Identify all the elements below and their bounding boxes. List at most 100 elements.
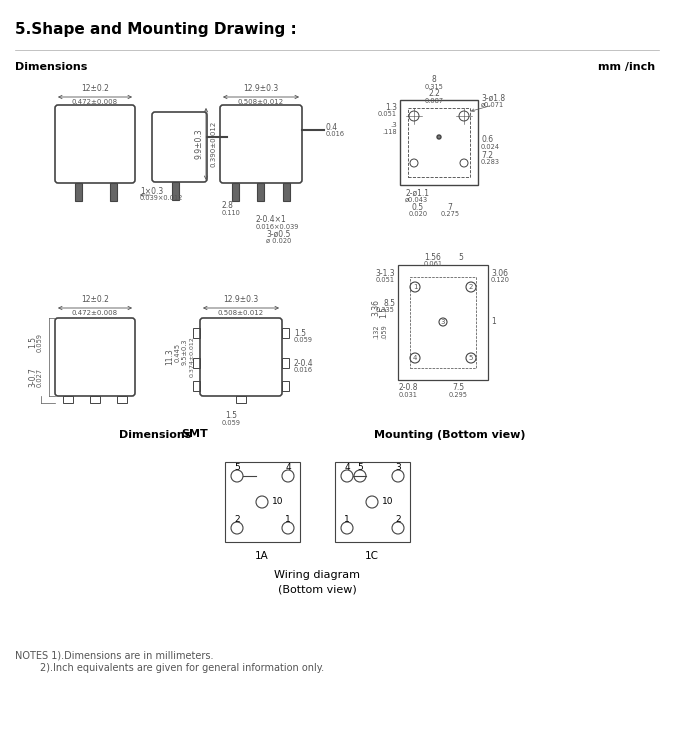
Text: 0.390±0.012: 0.390±0.012 xyxy=(210,121,216,167)
Text: 1.5: 1.5 xyxy=(225,412,237,421)
Text: 4: 4 xyxy=(285,463,290,472)
Circle shape xyxy=(282,522,294,534)
Circle shape xyxy=(392,522,404,534)
Text: 0.016×0.039: 0.016×0.039 xyxy=(256,224,299,230)
Text: 12.9±0.3: 12.9±0.3 xyxy=(243,84,278,93)
Text: 0.445: 0.445 xyxy=(175,342,181,361)
Circle shape xyxy=(366,496,378,508)
Text: 3: 3 xyxy=(395,463,401,472)
Text: 0.059: 0.059 xyxy=(294,337,313,343)
Text: .132: .132 xyxy=(373,324,379,339)
Text: 8.5: 8.5 xyxy=(383,298,395,307)
Text: 2-ø1.1: 2-ø1.1 xyxy=(405,189,429,198)
Bar xyxy=(193,328,200,338)
Bar xyxy=(282,381,289,391)
Text: 1: 1 xyxy=(412,284,417,290)
Text: 1.5: 1.5 xyxy=(294,328,306,337)
Circle shape xyxy=(437,135,441,139)
Text: 0.120: 0.120 xyxy=(491,277,510,283)
Text: 0.039×0.012: 0.039×0.012 xyxy=(140,195,183,201)
Bar xyxy=(408,108,470,177)
Text: 0.051: 0.051 xyxy=(376,277,395,283)
Text: ø 0.020: ø 0.020 xyxy=(266,238,291,244)
Text: Mounting (Bottom view): Mounting (Bottom view) xyxy=(374,430,526,440)
Text: 5: 5 xyxy=(458,252,464,261)
Text: 2).Inch equivalents are given for general information only.: 2).Inch equivalents are given for genera… xyxy=(15,663,324,673)
Text: 8: 8 xyxy=(431,76,436,85)
Text: Dimensions: Dimensions xyxy=(15,62,88,72)
Text: 9.5±0.3: 9.5±0.3 xyxy=(182,339,188,365)
Text: 4: 4 xyxy=(412,355,417,361)
Text: 12±0.2: 12±0.2 xyxy=(81,84,109,93)
Text: 2: 2 xyxy=(395,514,401,523)
Text: 3.36: 3.36 xyxy=(371,298,381,315)
Text: 1: 1 xyxy=(491,318,496,327)
Text: 0.016: 0.016 xyxy=(294,367,313,373)
Text: 10: 10 xyxy=(382,497,394,506)
Bar xyxy=(117,396,127,403)
Text: 12.9±0.3: 12.9±0.3 xyxy=(223,295,259,304)
Circle shape xyxy=(231,522,243,534)
Text: 5: 5 xyxy=(357,463,363,472)
Text: 1.5: 1.5 xyxy=(28,336,38,348)
Bar xyxy=(257,183,264,201)
Text: 0.020: 0.020 xyxy=(408,211,427,217)
Text: 0.335: 0.335 xyxy=(376,307,395,313)
Bar xyxy=(410,277,476,368)
Text: 3-0.7: 3-0.7 xyxy=(28,367,38,387)
Text: 5.Shape and Mounting Drawing :: 5.Shape and Mounting Drawing : xyxy=(15,22,297,37)
Text: 1: 1 xyxy=(285,514,291,523)
Bar xyxy=(335,462,410,542)
Text: 0.051: 0.051 xyxy=(378,111,397,117)
Text: SMT: SMT xyxy=(181,429,208,439)
Text: 1.5: 1.5 xyxy=(379,306,388,318)
Text: 9.9±0.3: 9.9±0.3 xyxy=(195,128,204,159)
Text: 1.56: 1.56 xyxy=(425,252,441,261)
Bar xyxy=(282,328,289,338)
Text: 5: 5 xyxy=(234,463,240,472)
Text: 2-0.4: 2-0.4 xyxy=(294,358,313,367)
Text: 2: 2 xyxy=(234,514,240,523)
Text: 1A: 1A xyxy=(255,551,269,561)
Text: 0.295: 0.295 xyxy=(448,392,468,398)
Text: .3: .3 xyxy=(390,122,397,128)
Bar xyxy=(225,462,300,542)
Bar xyxy=(90,396,100,403)
Text: 12±0.2: 12±0.2 xyxy=(81,295,109,304)
Text: 0.061: 0.061 xyxy=(423,261,443,267)
Text: 1C: 1C xyxy=(365,551,379,561)
Text: 2: 2 xyxy=(469,284,473,290)
Text: 0.027: 0.027 xyxy=(37,367,43,387)
Circle shape xyxy=(341,522,353,534)
Text: 0.472±0.008: 0.472±0.008 xyxy=(72,99,118,105)
Text: 2.2: 2.2 xyxy=(428,89,440,98)
Text: 0.374±0.012: 0.374±0.012 xyxy=(189,336,195,377)
Text: 3-ø1.8: 3-ø1.8 xyxy=(481,94,505,102)
Text: Dimensions: Dimensions xyxy=(119,430,191,440)
Text: 2-0.4×1: 2-0.4×1 xyxy=(256,216,286,225)
Text: 3-1.3: 3-1.3 xyxy=(375,269,395,278)
Text: (Bottom view): (Bottom view) xyxy=(278,585,357,595)
Bar xyxy=(282,358,289,368)
Text: 3-ø0.5: 3-ø0.5 xyxy=(266,230,290,239)
Text: 1×0.3: 1×0.3 xyxy=(140,186,163,195)
Circle shape xyxy=(256,496,268,508)
Text: 0.472±0.008: 0.472±0.008 xyxy=(72,310,118,316)
Bar xyxy=(193,381,200,391)
Bar xyxy=(193,358,200,368)
Bar xyxy=(63,396,73,403)
Circle shape xyxy=(354,470,366,482)
Text: Wiring diagram: Wiring diagram xyxy=(274,570,360,580)
Circle shape xyxy=(392,470,404,482)
Text: 0.508±0.012: 0.508±0.012 xyxy=(238,99,284,105)
Text: 0.016: 0.016 xyxy=(326,131,345,137)
Text: 3.06: 3.06 xyxy=(491,269,508,278)
Bar xyxy=(400,100,478,185)
Bar xyxy=(110,183,117,201)
Bar xyxy=(398,265,488,380)
Text: .059: .059 xyxy=(381,324,387,339)
Text: 0.283: 0.283 xyxy=(481,159,500,165)
Text: 7.5: 7.5 xyxy=(452,384,464,393)
Text: 1: 1 xyxy=(344,514,350,523)
Text: 7: 7 xyxy=(448,203,452,212)
